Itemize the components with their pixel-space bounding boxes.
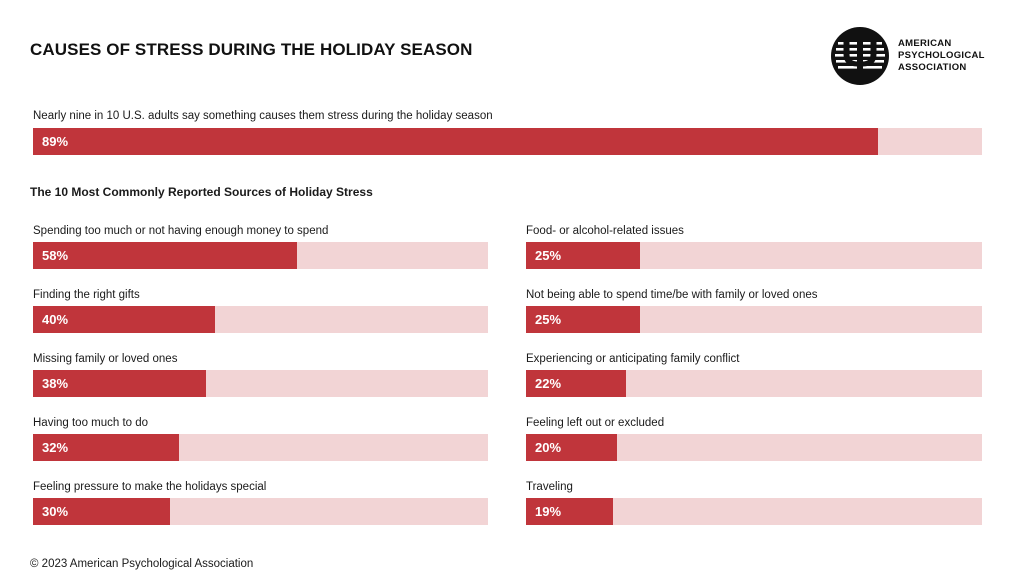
- bar-value-label: 58%: [42, 248, 69, 263]
- bar-label: Not being able to spend time/be with fam…: [526, 289, 818, 301]
- bar-label: Feeling left out or excluded: [526, 417, 665, 429]
- bar-fill: [526, 434, 618, 461]
- bar-fill: [526, 242, 640, 269]
- bar-fill: [33, 370, 206, 397]
- bar-track: 38%: [33, 370, 488, 397]
- bar-track: 40%: [33, 306, 488, 333]
- section-title: The 10 Most Commonly Reported Sources of…: [30, 185, 373, 199]
- logo-line-1: AMERICAN: [898, 38, 952, 49]
- bar-fill: [33, 306, 215, 333]
- bar-value-label: 38%: [42, 376, 69, 391]
- bar-fill: [526, 498, 613, 525]
- psi-emblem-icon: [831, 27, 889, 85]
- bar-label: Food- or alcohol-related issues: [526, 225, 684, 237]
- bar-track: 89%: [33, 128, 982, 155]
- bar-track: 25%: [526, 306, 982, 333]
- bar-label: Experiencing or anticipating family conf…: [526, 353, 740, 365]
- bar-value-label: 20%: [535, 440, 562, 455]
- bar-value-label: 89%: [42, 134, 69, 149]
- bar-fill: [526, 306, 640, 333]
- logo-wordmark: AMERICAN PSYCHOLOGICAL ASSOCIATION: [898, 38, 985, 74]
- bar-label: Finding the right gifts: [33, 289, 140, 301]
- bar-label: Spending too much or not having enough m…: [33, 225, 329, 237]
- bar-value-label: 40%: [42, 312, 69, 327]
- bar-label: Having too much to do: [33, 417, 149, 429]
- bar-label: Nearly nine in 10 U.S. adults say someth…: [33, 110, 493, 122]
- chart-title: CAUSES OF STRESS DURING THE HOLIDAY SEAS…: [30, 40, 473, 59]
- logo-line-2: PSYCHOLOGICAL: [898, 50, 985, 61]
- bar-value-label: 32%: [42, 440, 69, 455]
- bar-fill: [33, 128, 878, 155]
- bar-value-label: 25%: [535, 248, 562, 263]
- bar-fill: [33, 498, 170, 525]
- bar-track: 19%: [526, 498, 982, 525]
- bar-track: 25%: [526, 242, 982, 269]
- bar-value-label: 19%: [535, 504, 562, 519]
- apa-logo: AMERICAN PSYCHOLOGICAL ASSOCIATION: [830, 26, 985, 86]
- bar-value-label: 25%: [535, 312, 562, 327]
- bar-fill: [526, 370, 627, 397]
- bar-fill: [33, 242, 297, 269]
- bar-fill: [33, 434, 179, 461]
- bar-label: Missing family or loved ones: [33, 353, 178, 365]
- bar-value-label: 30%: [42, 504, 69, 519]
- bar-label: Traveling: [526, 481, 573, 493]
- bar-track: 20%: [526, 434, 982, 461]
- logo-line-3: ASSOCIATION: [898, 62, 967, 73]
- bar-track: 32%: [33, 434, 488, 461]
- bar-label: Feeling pressure to make the holidays sp…: [33, 481, 267, 493]
- bar-track: 30%: [33, 498, 488, 525]
- bar-track: 22%: [526, 370, 982, 397]
- copyright-footer: © 2023 American Psychological Associatio…: [30, 558, 254, 570]
- bar-value-label: 22%: [535, 376, 562, 391]
- bar-track: 58%: [33, 242, 488, 269]
